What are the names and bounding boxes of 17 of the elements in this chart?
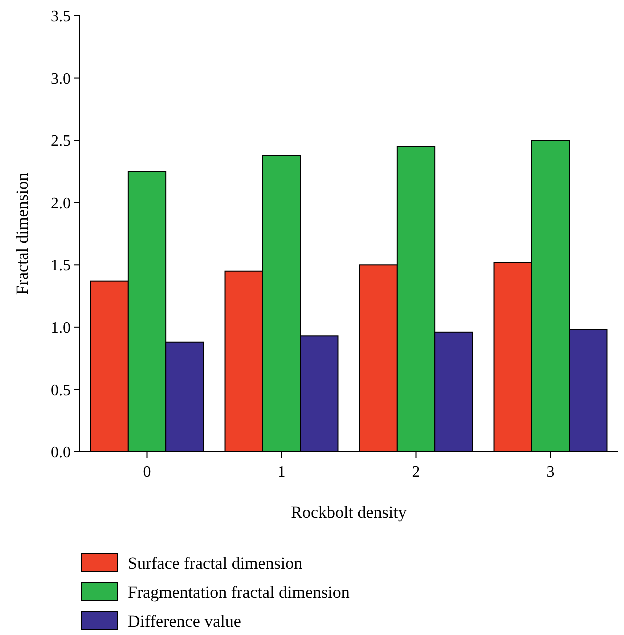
y-tick-label: 1.0 — [51, 320, 71, 338]
y-tick-label: 2.5 — [51, 133, 71, 150]
legend-label: Fragmentation fractal dimension — [128, 582, 350, 602]
y-tick-label: 3.0 — [51, 70, 71, 88]
y-tick-label: 1.5 — [51, 258, 71, 275]
y-tick-label: 2.0 — [51, 195, 71, 212]
x-tick-label: 3 — [546, 464, 555, 481]
x-tick-label: 2 — [412, 464, 420, 481]
y-tick-label: 3.5 — [51, 8, 71, 26]
x-tick-label: 0 — [143, 464, 152, 481]
x-tick-label: 1 — [278, 464, 286, 481]
legend-label: Difference value — [128, 612, 242, 631]
legend-label: Surface fractal dimension — [128, 554, 304, 573]
y-axis-title: Fractal dimension — [13, 172, 32, 296]
x-axis-title: Rockbolt density — [291, 503, 408, 522]
y-tick-label: 0.5 — [51, 382, 71, 400]
y-tick-label: 0.0 — [51, 444, 71, 462]
